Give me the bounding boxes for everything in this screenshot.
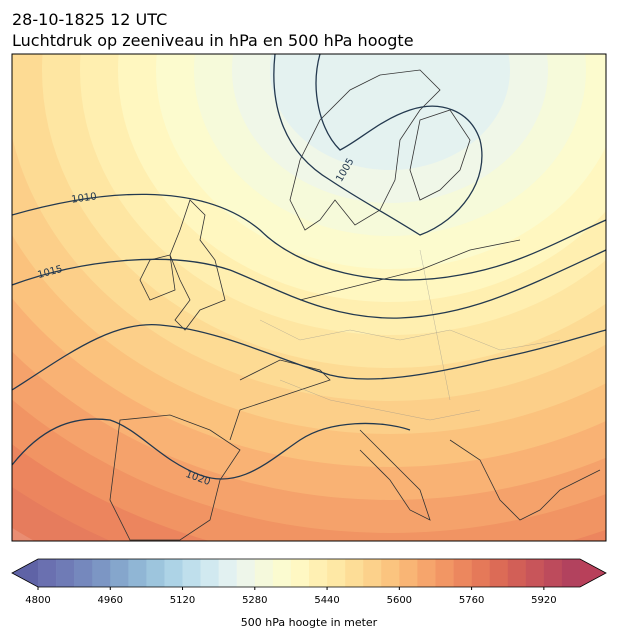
colorbar-segment <box>254 559 274 587</box>
colorbar-segment <box>417 559 436 587</box>
colorbar-tick-label: 4800 <box>25 595 50 606</box>
borders <box>259 249 561 421</box>
colorbar: 4800 4960 5120 5280 5440 5600 5760 5920 <box>11 558 607 606</box>
height-band <box>270 54 510 170</box>
colorbar-outline <box>11 558 607 588</box>
colorbar-segment <box>218 559 238 587</box>
colorbar-tick-label: 5920 <box>531 595 556 606</box>
colorbar-segment <box>489 559 509 587</box>
colorbar-segment <box>471 559 490 587</box>
colorbar-tick-label: 5760 <box>459 595 484 606</box>
colorbar-segment <box>507 559 527 587</box>
colorbar-segment <box>92 559 111 587</box>
colorbar-segment <box>345 559 364 587</box>
colorbar-segment <box>381 559 400 587</box>
colorbar-tick-label: 5600 <box>387 595 412 606</box>
title: 28-10-1825 12 UTC <box>12 10 167 29</box>
colorbar-segment <box>182 559 201 587</box>
colorbar-tick-label: 5440 <box>314 595 339 606</box>
subtitle: Luchtdruk op zeeniveau in hPa en 500 hPa… <box>12 31 414 50</box>
colorbar-segment <box>56 559 75 587</box>
colorbar-segment <box>236 559 256 587</box>
colorbar-tick-label: 4960 <box>98 595 123 606</box>
colorbar-under <box>12 559 38 587</box>
colorbar-segment <box>110 559 129 587</box>
colorbar-segment <box>561 559 581 587</box>
colorbar-segment <box>146 559 165 587</box>
colorbar-segment <box>543 559 563 587</box>
colorbar-label: 500 hPa hoogte in meter <box>241 616 378 629</box>
colorbar-segment <box>164 559 183 587</box>
colorbar-segment <box>525 559 545 587</box>
isobars <box>12 54 606 480</box>
colorbar-segment <box>290 559 310 587</box>
map-frame <box>11 53 607 542</box>
colorbar-segment <box>363 559 382 587</box>
coastlines <box>109 69 601 541</box>
colorbar-segment <box>200 559 219 587</box>
colorbar-segment <box>272 559 292 587</box>
colorbar-segment <box>128 559 147 587</box>
colorbar-tick-label: 5120 <box>170 595 195 606</box>
colorbar-segment <box>399 559 418 587</box>
colorbar-segment <box>309 559 328 587</box>
colorbar-segment <box>435 559 454 587</box>
colorbar-segment <box>453 559 472 587</box>
colorbar-segment <box>74 559 93 587</box>
colorbar-tick-label: 5280 <box>242 595 267 606</box>
colorbar-segment <box>38 559 57 587</box>
isobar-label: 1010 <box>71 191 98 205</box>
colorbar-segment <box>327 559 346 587</box>
colorbar-over <box>580 559 606 587</box>
